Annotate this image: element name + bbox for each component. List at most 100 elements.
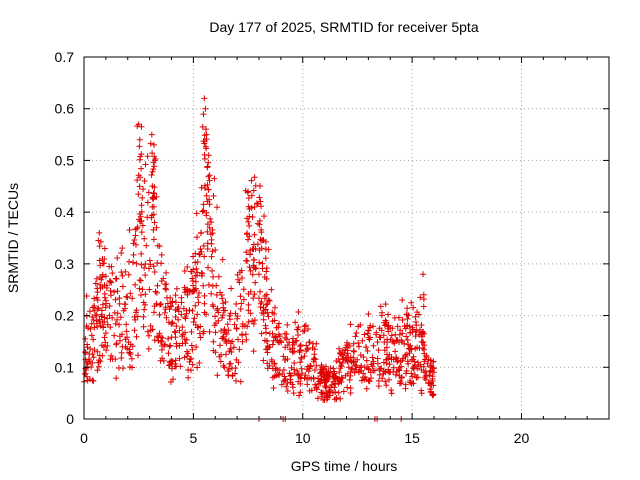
data-point — [305, 326, 312, 333]
data-point — [233, 377, 240, 384]
data-point — [112, 296, 119, 303]
data-point — [139, 286, 146, 293]
data-point — [243, 336, 250, 343]
data-point — [124, 345, 131, 352]
data-point — [348, 365, 355, 372]
data-point — [414, 365, 421, 372]
data-point — [84, 360, 91, 367]
data-point — [178, 311, 185, 318]
data-point — [188, 328, 195, 335]
data-point — [305, 368, 312, 375]
data-point — [151, 141, 157, 148]
data-point — [212, 329, 219, 336]
data-point — [122, 301, 129, 308]
data-point — [314, 395, 321, 402]
data-point — [430, 365, 437, 372]
data-point — [421, 358, 428, 365]
data-point — [111, 332, 118, 339]
data-point — [386, 361, 393, 368]
data-point — [154, 242, 161, 249]
data-point — [124, 294, 131, 301]
data-point — [392, 331, 399, 338]
data-point — [162, 281, 169, 288]
data-point — [311, 351, 318, 358]
data-point — [403, 333, 410, 340]
data-point — [148, 171, 155, 178]
data-point — [289, 349, 296, 356]
data-point — [135, 191, 142, 198]
data-point — [92, 312, 99, 319]
y-tick-label: 0.7 — [55, 49, 75, 65]
data-point — [388, 356, 395, 363]
data-point — [215, 309, 222, 316]
data-point — [198, 230, 205, 237]
data-point — [302, 372, 309, 379]
data-point — [205, 159, 212, 166]
data-point — [126, 349, 133, 356]
data-point — [390, 364, 397, 371]
data-point — [203, 209, 210, 216]
data-point — [94, 297, 101, 304]
data-point — [270, 385, 277, 392]
data-point — [369, 363, 376, 370]
data-point — [138, 229, 145, 236]
data-point — [313, 384, 320, 391]
data-point — [396, 380, 403, 387]
data-point — [194, 311, 201, 318]
data-point — [113, 375, 120, 382]
data-point — [310, 356, 317, 363]
data-point — [172, 299, 179, 306]
data-point — [260, 304, 267, 311]
data-point — [377, 303, 384, 310]
data-point — [151, 268, 158, 275]
data-point — [248, 192, 255, 199]
data-point — [144, 199, 151, 206]
data-point — [378, 312, 385, 319]
data-point — [306, 339, 313, 346]
data-point — [200, 201, 207, 208]
data-point — [156, 330, 163, 337]
data-point — [239, 275, 246, 282]
data-point — [194, 364, 201, 371]
data-point — [140, 313, 147, 320]
data-point — [426, 372, 433, 379]
data-point — [238, 300, 245, 307]
data-point — [295, 332, 302, 339]
y-tick-label: 0.1 — [55, 359, 75, 375]
data-point — [150, 226, 157, 233]
data-point — [88, 332, 95, 339]
data-point — [99, 301, 106, 308]
data-point — [184, 264, 191, 271]
data-point — [428, 362, 435, 369]
data-point — [340, 388, 347, 395]
data-point — [262, 325, 269, 332]
data-point — [96, 229, 103, 236]
data-point — [250, 320, 257, 327]
data-point — [172, 329, 179, 336]
data-point — [204, 164, 211, 171]
data-point — [284, 342, 291, 349]
data-point — [138, 250, 145, 257]
data-point — [410, 353, 417, 360]
data-point — [91, 307, 98, 314]
data-point — [133, 307, 140, 314]
data-point — [388, 332, 395, 339]
data-point — [295, 378, 302, 385]
data-point — [429, 391, 436, 398]
data-point — [137, 291, 144, 298]
data-point — [273, 372, 280, 379]
data-point — [236, 279, 243, 286]
data-point — [405, 360, 412, 367]
data-point — [118, 249, 125, 256]
data-point — [297, 359, 304, 366]
data-point — [287, 379, 294, 386]
data-point — [322, 384, 329, 391]
data-point — [408, 345, 415, 352]
data-point — [136, 143, 143, 150]
data-point — [193, 344, 200, 351]
data-point — [402, 325, 409, 332]
data-point — [219, 256, 226, 263]
data-point — [138, 165, 145, 172]
data-point — [192, 272, 199, 279]
data-point — [337, 350, 344, 357]
